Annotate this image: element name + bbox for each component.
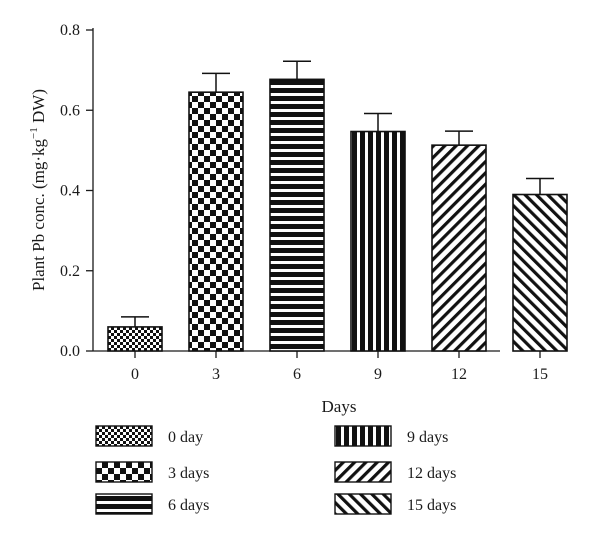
legend-label: 15 days — [407, 497, 456, 514]
legend-item: 9 days — [334, 425, 448, 447]
legend-item: 15 days — [334, 493, 456, 515]
legend-label: 9 days — [407, 429, 448, 446]
legend-swatch — [95, 461, 153, 483]
x-tick-label: 3 — [212, 366, 220, 383]
bar-day-3 — [188, 91, 244, 352]
legend-swatch — [334, 493, 392, 515]
x-axis-title: Days — [322, 397, 357, 416]
bar-day-9 — [350, 130, 406, 352]
legend-swatch — [334, 425, 392, 447]
bar-day-0 — [107, 326, 163, 352]
x-tick-label: 12 — [451, 366, 467, 383]
legend-swatch — [95, 493, 153, 515]
legend-label: 3 days — [168, 465, 209, 482]
legend-swatch — [334, 461, 392, 483]
y-tick-label: 0.8 — [60, 22, 80, 39]
legend-item: 12 days — [334, 461, 456, 483]
bar-day-6 — [269, 78, 325, 352]
legend-item: 3 days — [95, 461, 209, 483]
bars — [107, 78, 568, 352]
x-tick-label: 6 — [293, 366, 301, 383]
bar-day-12 — [431, 144, 487, 352]
bar-day-15 — [512, 193, 568, 352]
error-bars — [121, 60, 554, 327]
legend-item: 6 days — [95, 493, 209, 515]
x-axis: 0 3 6 9 12 15 — [93, 350, 548, 383]
y-tick-label: 0.2 — [60, 263, 80, 280]
x-tick-label: 0 — [131, 366, 139, 383]
y-tick-label: 0.0 — [60, 343, 80, 360]
legend-swatch — [95, 425, 153, 447]
legend-label: 12 days — [407, 465, 456, 482]
x-tick-label: 15 — [532, 366, 548, 383]
legend-label: 6 days — [168, 497, 209, 514]
x-tick-label: 9 — [374, 366, 382, 383]
y-axis: 0.0 0.2 0.4 0.6 0.8 — [60, 22, 94, 360]
y-tick-label: 0.4 — [60, 183, 80, 200]
legend-label: 0 day — [168, 429, 203, 446]
y-tick-label: 0.6 — [60, 102, 80, 119]
legend: 0 day 3 days 6 days 9 days 12 days 15 days — [95, 425, 456, 515]
legend-item: 0 day — [95, 425, 203, 447]
y-axis-title: Plant Pb conc. (mg·kg−1 DW) — [28, 89, 48, 291]
